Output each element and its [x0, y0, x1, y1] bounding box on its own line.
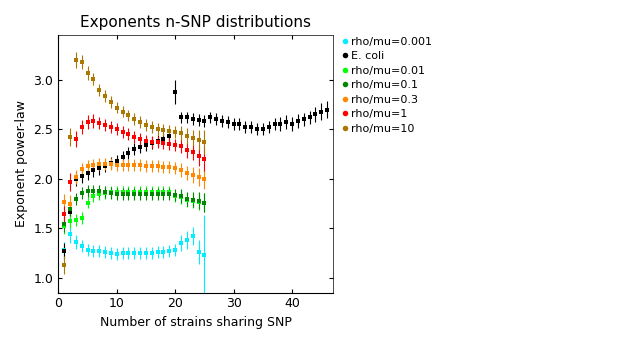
Y-axis label: Exponent power-law: Exponent power-law	[15, 100, 28, 227]
Legend: rho/mu=0.001, E. coli, rho/mu=0.01, rho/mu=0.1, rho/mu=0.3, rho/mu=1, rho/mu=10: rho/mu=0.001, E. coli, rho/mu=0.01, rho/…	[341, 36, 433, 135]
X-axis label: Number of strains sharing SNP: Number of strains sharing SNP	[100, 316, 292, 329]
Title: Exponents n-SNP distributions: Exponents n-SNP distributions	[80, 15, 311, 30]
